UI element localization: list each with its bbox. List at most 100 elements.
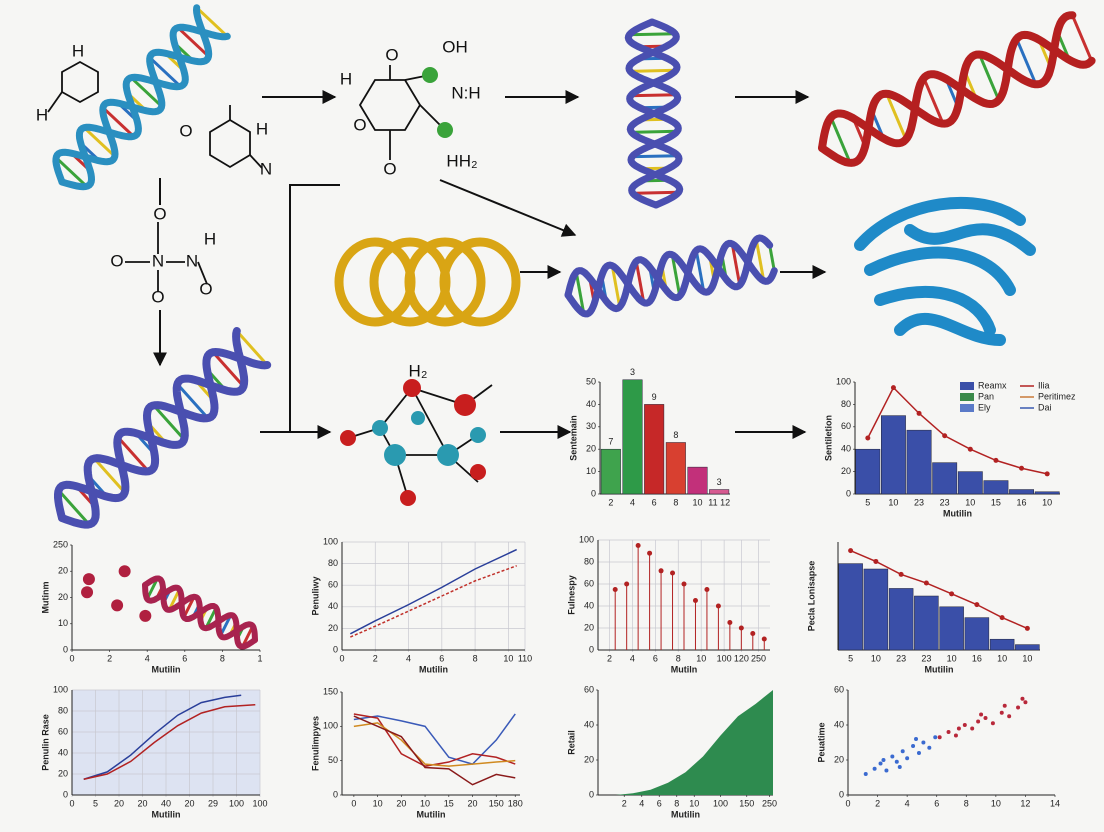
atom-label: H xyxy=(36,105,48,124)
helix-rung xyxy=(148,56,182,88)
helix-rung xyxy=(152,404,186,441)
x-tick-label: 250 xyxy=(751,653,766,663)
y-tick-label: 20 xyxy=(586,444,596,454)
x-tick-label: 23 xyxy=(914,497,924,507)
x-axis-label: Mutilin xyxy=(925,664,954,674)
helix-strand xyxy=(564,239,778,318)
x-tick-label: 0 xyxy=(351,798,356,808)
x-tick-label: 100 xyxy=(713,798,728,808)
x-tick-label: 23 xyxy=(896,653,906,663)
bar xyxy=(622,379,643,495)
atom-label: O xyxy=(353,115,366,134)
helix-rung xyxy=(195,6,229,38)
x-tick-label: 16 xyxy=(972,653,982,663)
y-axis-label: Sentemain xyxy=(568,415,578,461)
y-axis-label: Fenulimpyes xyxy=(310,716,320,771)
legend-label: Pan xyxy=(978,391,994,401)
y-tick-label: 20 xyxy=(58,566,68,576)
line xyxy=(353,713,516,767)
point xyxy=(916,751,921,755)
x-tick-label: 10 xyxy=(689,798,699,808)
mini-chart: 0 10 20 30 40 50 2 4 6 8 10 11 12 Sentemain 7 3 9 8 3 xyxy=(568,367,730,507)
point xyxy=(727,620,733,625)
x-tick-label: 10 xyxy=(991,798,1001,808)
helix-strand xyxy=(818,30,1096,152)
y-axis-label: Penulin Rase xyxy=(40,714,50,771)
point xyxy=(894,759,899,764)
decorations xyxy=(52,4,1096,650)
x-tick-label: 10 xyxy=(503,653,513,663)
x-tick-label: 10 xyxy=(871,653,881,663)
area xyxy=(598,690,773,795)
helix-rung xyxy=(176,26,210,58)
bar xyxy=(888,588,914,651)
y-tick-label: 0 xyxy=(839,789,844,799)
y-tick-label: 100 xyxy=(323,721,338,731)
y-tick-label: 0 xyxy=(589,644,594,654)
bar xyxy=(709,489,730,495)
x-tick-label: 110 xyxy=(518,653,532,663)
x-tick-label: 0 xyxy=(845,798,850,808)
y-axis-label: Pecla Lonisapse xyxy=(806,561,816,632)
point xyxy=(983,716,988,720)
helix-strand xyxy=(58,23,231,191)
helix-rung xyxy=(768,245,776,271)
y-tick-label: 0 xyxy=(589,789,594,799)
helix-rung xyxy=(130,76,163,108)
x-tick-label: 1 xyxy=(257,653,262,663)
y-tick-label: 10 xyxy=(58,618,68,628)
x-axis-label: Mutilin xyxy=(152,809,181,819)
y-tick-label: 20 xyxy=(834,754,844,764)
x-tick-label: 6 xyxy=(652,497,657,507)
y-tick-label: 0 xyxy=(333,789,338,799)
atom-label: OH xyxy=(442,37,468,56)
bar-label: 3 xyxy=(630,367,635,377)
point xyxy=(942,433,948,439)
x-tick-label: 10 xyxy=(965,497,975,507)
helix-rung xyxy=(922,77,945,125)
helix-rung xyxy=(754,239,766,282)
point xyxy=(738,625,744,631)
point xyxy=(750,631,756,636)
helix-rung xyxy=(978,53,1001,101)
bar-label: 7 xyxy=(608,437,613,447)
bar xyxy=(914,595,939,651)
protein-ribbon xyxy=(874,286,996,336)
mini-chart: 0 20 40 60 0 2 4 6 8 10 12 14 Peuatime xyxy=(816,684,1060,808)
point xyxy=(715,603,721,609)
x-tick-label: 2 xyxy=(622,798,627,808)
helix-rung xyxy=(574,271,586,314)
protein-ribbon xyxy=(854,196,1026,251)
arrows xyxy=(153,90,827,439)
x-tick-label: 12 xyxy=(1020,798,1030,808)
x-tick-label: 4 xyxy=(406,653,411,663)
x-tick-label: 100 xyxy=(252,798,267,808)
protein-ribbon xyxy=(894,312,1006,346)
line xyxy=(83,694,242,780)
x-tick-label: 2 xyxy=(107,653,112,663)
point xyxy=(921,740,926,745)
x-tick-label: 10 xyxy=(947,653,957,663)
line xyxy=(850,549,1028,630)
helix-rung xyxy=(176,383,209,420)
x-tick-label: 100 xyxy=(229,798,244,808)
y-tick-label: 40 xyxy=(328,601,338,611)
y-tick-label: 60 xyxy=(58,726,68,736)
helix-strand xyxy=(58,347,272,529)
point xyxy=(911,744,916,748)
atom-label: O xyxy=(179,121,192,140)
y-tick-label: 60 xyxy=(834,684,844,694)
point xyxy=(81,586,94,599)
coil xyxy=(439,237,521,327)
y-tick-label: 20 xyxy=(584,622,594,632)
point xyxy=(900,749,905,754)
y-tick-label: 40 xyxy=(584,719,594,729)
x-tick-label: 6 xyxy=(657,798,662,808)
mini-chart: 0 20 40 60 80 100 0 5 20 20 40 20 29 100 100 Penulin Ra… xyxy=(40,684,267,819)
bar xyxy=(687,466,708,495)
point xyxy=(1002,703,1007,708)
y-tick-label: 40 xyxy=(834,719,844,729)
bar xyxy=(881,415,906,495)
y-tick-label: 20 xyxy=(841,466,851,476)
